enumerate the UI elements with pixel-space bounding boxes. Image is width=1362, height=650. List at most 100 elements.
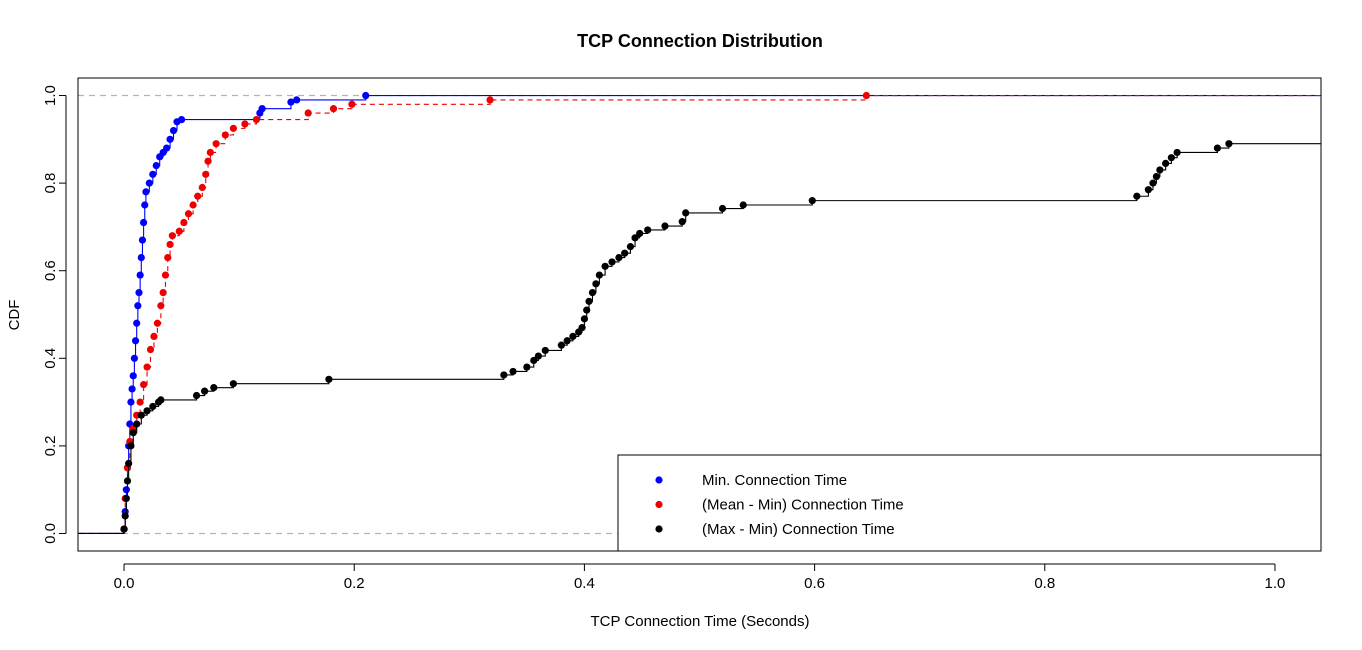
x-tick-label: 0.8 [1034, 575, 1055, 592]
data-point [138, 236, 147, 244]
data-point [153, 319, 162, 327]
x-tick-label: 0.6 [804, 575, 825, 592]
data-point [121, 512, 129, 520]
data-point [621, 249, 629, 257]
data-point [130, 354, 138, 362]
data-point [1225, 140, 1233, 148]
data-point [177, 116, 186, 124]
y-tick-label: 0.6 [42, 260, 59, 281]
data-point [143, 363, 151, 371]
data-point [578, 324, 586, 332]
data-point [348, 100, 356, 108]
data-point [325, 375, 333, 383]
data-point [202, 170, 210, 178]
data-point [595, 271, 603, 279]
data-point [862, 91, 870, 100]
data-point [1167, 154, 1175, 162]
data-point [125, 459, 133, 468]
data-point [120, 525, 128, 533]
data-point [192, 391, 201, 400]
data-point [1173, 148, 1181, 157]
data-point [189, 201, 197, 209]
data-point [149, 402, 157, 411]
legend-label: (Mean - Min) Connection Time [702, 497, 904, 514]
data-point [166, 240, 174, 249]
data-point [149, 170, 157, 178]
data-point [258, 105, 266, 113]
legend-marker [655, 500, 663, 509]
data-point [166, 135, 174, 143]
data-point [580, 315, 589, 323]
data-point [329, 105, 338, 113]
data-point [739, 201, 747, 209]
data-point [509, 367, 517, 376]
data-point [1156, 166, 1164, 174]
data-point [534, 352, 542, 360]
data-point [626, 243, 635, 251]
data-point [133, 319, 141, 327]
data-point [808, 197, 816, 205]
data-point [164, 253, 172, 262]
data-point [184, 210, 193, 218]
data-point [563, 337, 571, 345]
legend-label: (Max - Min) Connection Time [702, 521, 895, 538]
plot-frame [77, 77, 1322, 552]
data-point [201, 387, 209, 395]
data-point [541, 346, 549, 355]
data-point [135, 289, 143, 297]
data-point [592, 280, 600, 288]
data-point [143, 407, 151, 415]
legend-box [617, 454, 1322, 552]
data-point [122, 486, 130, 494]
data-point [163, 144, 171, 152]
data-point [682, 209, 690, 217]
data-point [142, 188, 150, 196]
data-point [140, 218, 148, 227]
data-point [636, 229, 644, 238]
data-point [293, 96, 301, 104]
data-point [585, 297, 593, 305]
data-point [1213, 144, 1222, 152]
data-point [557, 341, 565, 349]
data-point [500, 371, 508, 379]
data-point [304, 109, 312, 117]
data-point [523, 363, 531, 371]
data-point [145, 179, 153, 187]
data-point [588, 289, 597, 297]
data-point [678, 218, 686, 226]
data-point [133, 420, 141, 428]
x-tick-label: 0.4 [574, 575, 595, 592]
plot-area: Min. Connection Time (Mean - Min) Connect… [42, 77, 1322, 592]
data-point [127, 398, 135, 406]
data-point [152, 161, 160, 170]
data-point [221, 131, 229, 139]
data-point [644, 226, 652, 234]
data-point [134, 302, 142, 310]
legend-marker [655, 525, 663, 533]
y-tick-label: 0.4 [42, 348, 59, 369]
data-point [362, 91, 370, 100]
data-point [608, 258, 616, 266]
data-point [175, 227, 183, 235]
data-point [486, 96, 494, 104]
data-point [530, 356, 538, 365]
data-point [204, 157, 212, 165]
data-point [718, 204, 727, 213]
data-point [569, 332, 577, 340]
data-point [157, 396, 165, 404]
data-point [137, 253, 145, 262]
chart-title: TCP Connection Distribution [577, 31, 823, 51]
data-point [127, 442, 135, 450]
data-point [136, 398, 144, 406]
data-point [287, 98, 295, 106]
data-point [129, 372, 137, 380]
x-tick-label: 1.0 [1265, 575, 1286, 592]
data-point [1152, 172, 1161, 181]
data-point [180, 218, 188, 227]
data-point [157, 302, 165, 310]
data-point [141, 201, 149, 209]
y-tick-label: 0.2 [42, 435, 59, 456]
y-tick-label: 0.0 [42, 523, 59, 544]
